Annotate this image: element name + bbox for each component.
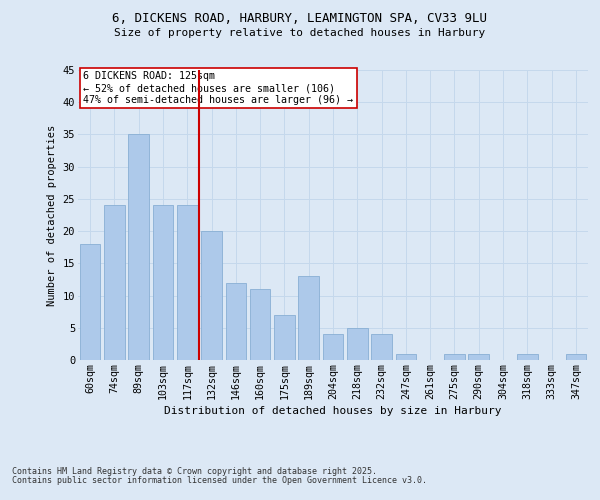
Bar [298, 276, 319, 360]
Text: 6 DICKENS ROAD: 125sqm
← 52% of detached houses are smaller (106)
47% of semi-de: 6 DICKENS ROAD: 125sqm ← 52% of detached… [83, 72, 353, 104]
Bar [395, 354, 416, 360]
Text: Contains HM Land Registry data © Crown copyright and database right 2025.: Contains HM Land Registry data © Crown c… [12, 467, 377, 476]
Bar [128, 134, 149, 360]
X-axis label: Distribution of detached houses by size in Harbury: Distribution of detached houses by size … [164, 406, 502, 415]
Text: 6, DICKENS ROAD, HARBURY, LEAMINGTON SPA, CV33 9LU: 6, DICKENS ROAD, HARBURY, LEAMINGTON SPA… [113, 12, 487, 26]
Bar [201, 231, 222, 360]
Bar [274, 315, 295, 360]
Bar [347, 328, 368, 360]
Bar [517, 354, 538, 360]
Bar [226, 282, 246, 360]
Bar [371, 334, 392, 360]
Bar [152, 206, 173, 360]
Y-axis label: Number of detached properties: Number of detached properties [47, 124, 57, 306]
Text: Size of property relative to detached houses in Harbury: Size of property relative to detached ho… [115, 28, 485, 38]
Bar [80, 244, 100, 360]
Bar [566, 354, 586, 360]
Bar [444, 354, 465, 360]
Bar [177, 206, 197, 360]
Text: Contains public sector information licensed under the Open Government Licence v3: Contains public sector information licen… [12, 476, 427, 485]
Bar [323, 334, 343, 360]
Bar [104, 206, 125, 360]
Bar [469, 354, 489, 360]
Bar [250, 289, 271, 360]
